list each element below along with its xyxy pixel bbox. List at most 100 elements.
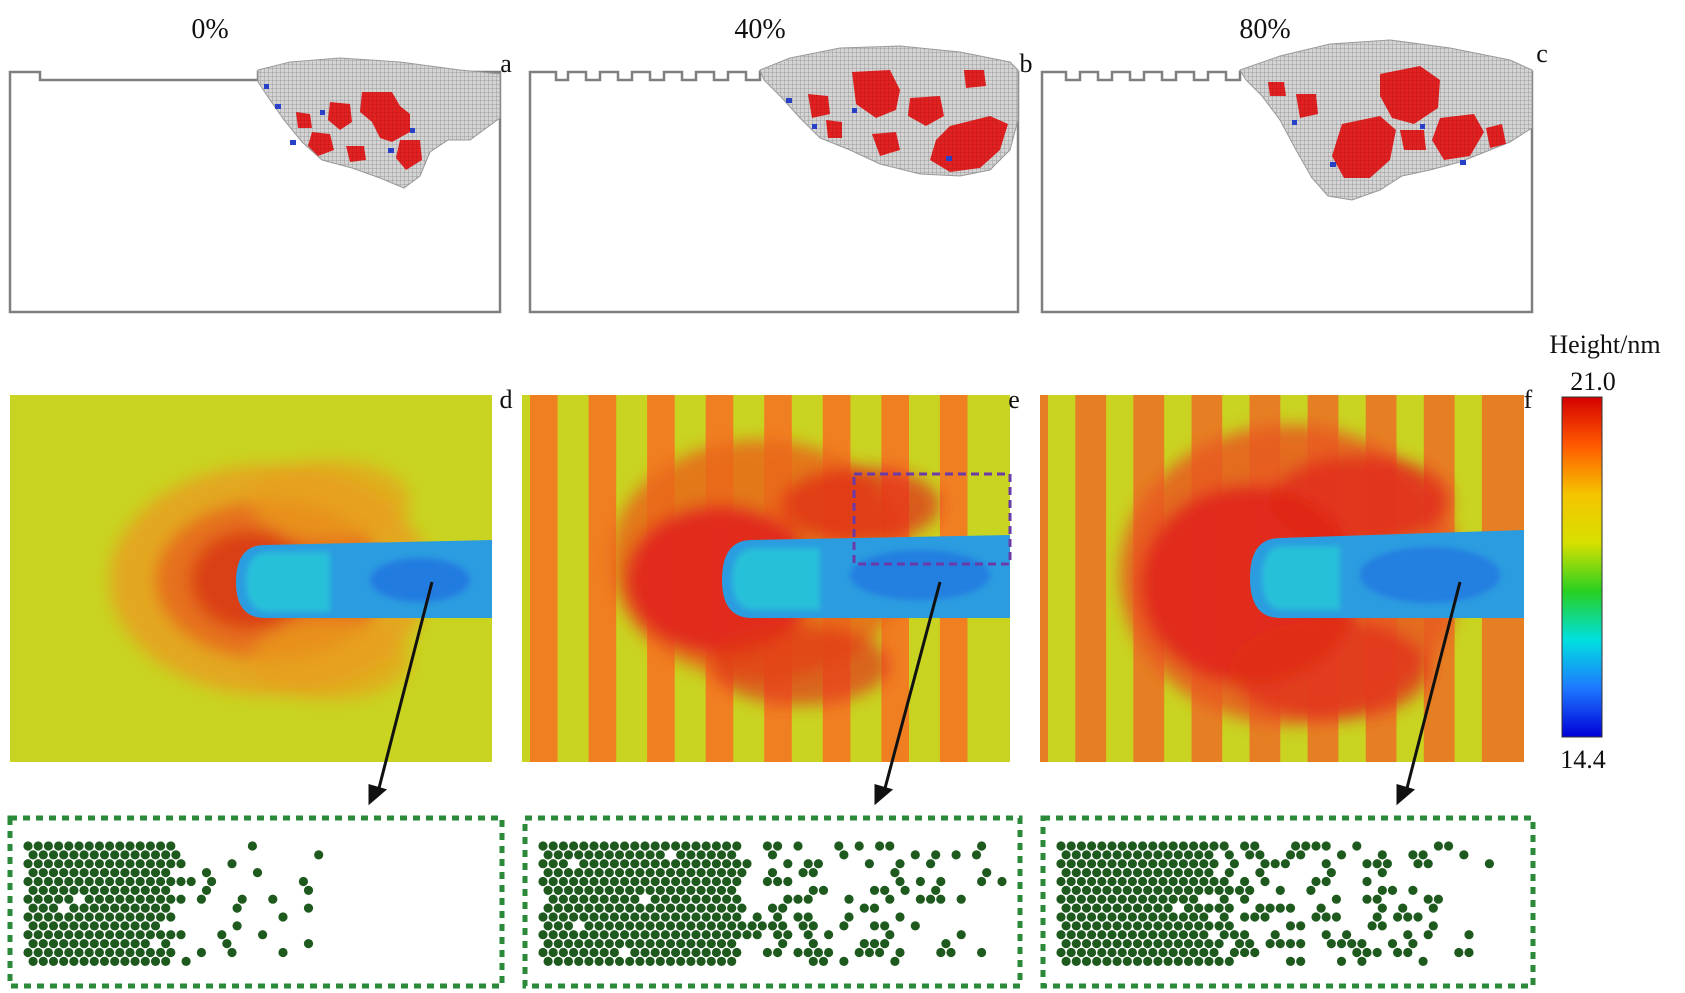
atom (166, 947, 176, 958)
atom (660, 876, 671, 887)
atom (1224, 921, 1234, 931)
atom (1132, 956, 1143, 967)
atom (258, 930, 268, 940)
atom (844, 894, 854, 904)
atom (543, 868, 553, 878)
atom (640, 876, 650, 887)
atom (115, 894, 125, 904)
damage-red-clusters (296, 92, 422, 170)
atom (589, 912, 599, 922)
atom (1173, 868, 1183, 878)
atom (1117, 930, 1127, 940)
atom (609, 894, 620, 904)
atom (1066, 947, 1076, 958)
atom (1229, 947, 1239, 958)
atom (773, 841, 783, 851)
atom (48, 939, 59, 949)
atom (574, 939, 584, 949)
atom (1372, 912, 1382, 922)
atom (589, 930, 599, 940)
atom (1076, 841, 1086, 851)
atom (665, 903, 676, 913)
atom (711, 876, 722, 887)
atom (1061, 850, 1071, 860)
atom (1112, 885, 1122, 896)
atom (701, 894, 711, 904)
cross-section-panel-b: b (528, 45, 1033, 314)
dislocation-blue-atoms (1292, 120, 1466, 167)
atom (115, 930, 125, 940)
atom (875, 947, 885, 958)
atom (803, 930, 813, 940)
atom (609, 841, 620, 851)
atom (48, 868, 59, 878)
atom (645, 956, 655, 967)
atom (89, 850, 99, 860)
atom (156, 947, 166, 958)
atom-inset-3 (1040, 815, 1536, 989)
panel-letter-c: c (1536, 39, 1548, 68)
atom (1158, 930, 1168, 940)
atom (1331, 894, 1341, 904)
arrow-to-inset-3 (1404, 581, 1462, 793)
atom (140, 868, 150, 878)
atom (711, 947, 722, 958)
atom (635, 939, 645, 949)
atom (1127, 876, 1137, 887)
atom (278, 912, 288, 922)
atom (579, 947, 589, 958)
atom (1250, 912, 1260, 922)
atom (1362, 859, 1372, 869)
atom (1173, 921, 1183, 931)
atom (1107, 876, 1117, 887)
atom (727, 885, 737, 896)
atom (732, 930, 742, 940)
atom (1194, 939, 1204, 949)
atom (1250, 947, 1260, 958)
atom (33, 947, 43, 958)
atom (1127, 947, 1137, 958)
atom (140, 956, 150, 967)
zoom-arrows (368, 581, 1462, 806)
atom (762, 876, 773, 887)
atom (609, 876, 620, 887)
atom (640, 841, 650, 851)
atom (635, 885, 645, 896)
atom (28, 903, 38, 913)
atom (625, 939, 635, 949)
atom (237, 894, 247, 904)
atom (783, 930, 793, 940)
atom (655, 903, 665, 913)
atom (655, 868, 665, 878)
atom (1418, 956, 1428, 967)
atom (1428, 903, 1438, 913)
atom (1357, 956, 1367, 967)
atom (594, 956, 604, 967)
atom (1214, 885, 1224, 896)
atom (1102, 850, 1112, 860)
atom-cluster (1056, 841, 1494, 967)
column-header-0: 0% (191, 14, 228, 45)
atom (671, 859, 681, 869)
atom (1071, 939, 1081, 949)
atom (89, 921, 99, 931)
zoom-selection-box (852, 472, 1012, 566)
atom (1132, 868, 1143, 878)
atom (1321, 841, 1331, 851)
atom (1377, 868, 1387, 878)
atom (579, 841, 589, 851)
atom (696, 903, 706, 913)
atom (38, 868, 48, 878)
atom (609, 947, 620, 958)
atom (589, 894, 599, 904)
atom (701, 876, 711, 887)
atom (1138, 841, 1148, 851)
atom (885, 894, 895, 904)
atom (977, 841, 987, 851)
atom (834, 841, 844, 851)
atom (1168, 947, 1178, 958)
atom (1056, 930, 1066, 940)
atom (742, 859, 752, 869)
atom (553, 868, 563, 878)
atom (594, 885, 604, 896)
